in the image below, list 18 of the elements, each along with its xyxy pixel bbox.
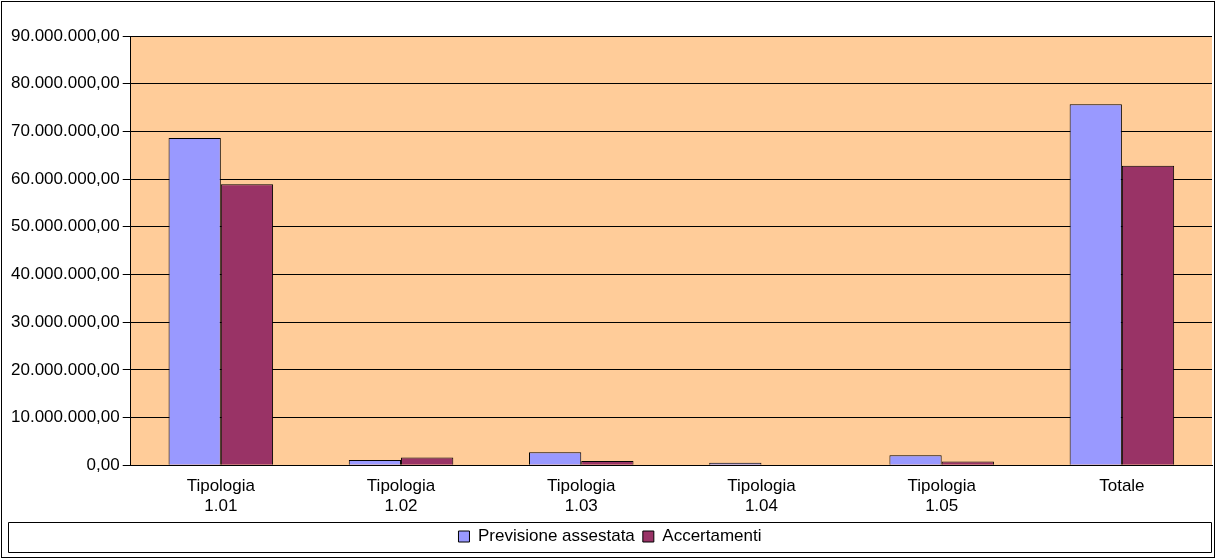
x-tick-label: Totale [1099,476,1145,496]
x-tick-label: Tipologia 1.05 [907,476,977,516]
y-tick-label: 50.000.000,00 [11,216,120,236]
x-tick-label: Tipologia 1.02 [366,476,436,516]
y-tick-label: 70.000.000,00 [11,121,120,141]
legend-label: Previsione assestata [477,526,636,546]
y-tick-label: 80.000.000,00 [11,73,120,93]
y-tick-label: 90.000.000,00 [11,25,120,45]
y-tick-label: 20.000.000,00 [11,359,120,379]
legend-label: Accertamenti [662,526,762,546]
y-tick-label: 60.000.000,00 [11,168,120,188]
y-tick-label: 10.000.000,00 [11,407,120,427]
x-tick-label: Tipologia 1.04 [727,476,797,516]
y-tick-label: 40.000.000,00 [11,264,120,284]
x-tick-label: Tipologia 1.03 [547,476,616,516]
y-tick-label: 30.000.000,00 [11,311,120,331]
y-tick-label: 0,00 [86,454,120,474]
x-tick-label: Tipologia 1.01 [186,476,256,516]
